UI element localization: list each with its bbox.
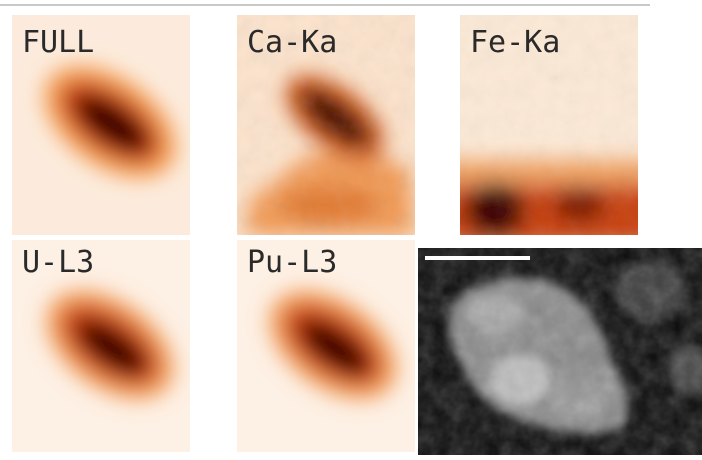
panel-label: FULL: [22, 25, 94, 60]
panel-label: Pu-L3: [247, 245, 337, 280]
panel-label: Ca-Ka: [247, 25, 337, 60]
panel-label: Fe-Ka: [470, 25, 560, 60]
figure: FULL Ca-Ka Fe-Ka U-L3: [0, 0, 702, 460]
panel-label: U-L3: [22, 245, 94, 280]
sem-image: [418, 248, 702, 455]
